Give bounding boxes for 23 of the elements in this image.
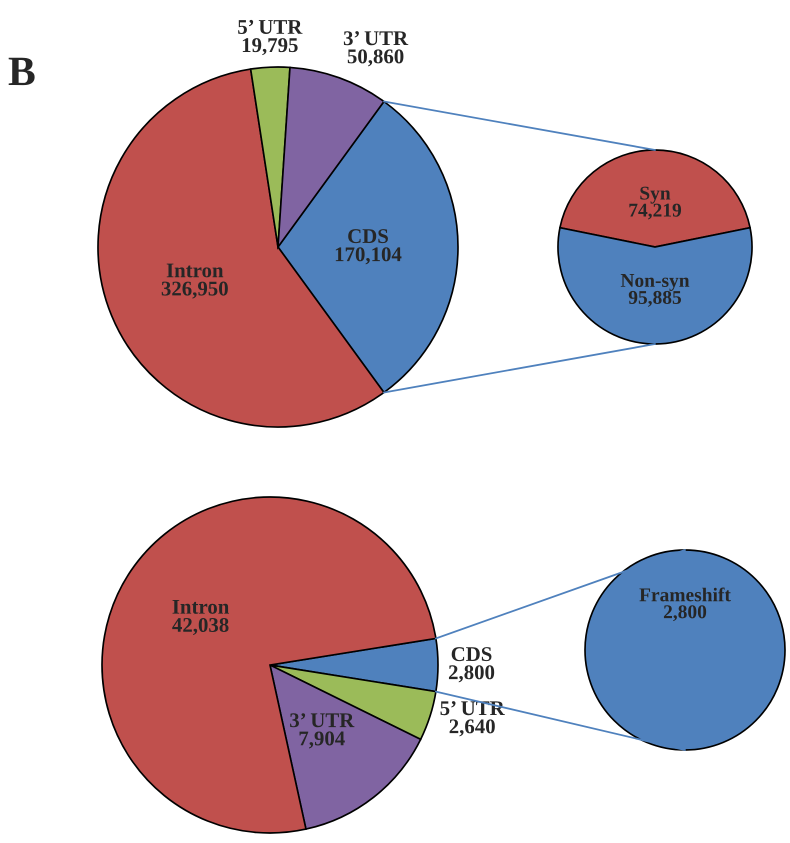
slice-label: Non-syn [620, 274, 690, 291]
data-label: 19,795 [242, 38, 298, 56]
data-label: 95,885 [628, 290, 682, 307]
data-label: 2,640 [450, 719, 495, 736]
slice-label: Frameshift [639, 588, 731, 602]
slice-label: 5’ UTR [238, 20, 302, 34]
slice-label: Syn [640, 186, 670, 204]
slice-label: 3’ UTR [290, 713, 354, 728]
data-label: 326,950 [162, 282, 228, 299]
data-label: 7,904 [300, 731, 345, 748]
text: B [8, 58, 35, 86]
slice-label: CDS [348, 229, 388, 244]
pie-slice [101, 496, 437, 834]
data-label: 170,104 [336, 247, 402, 264]
data-label: 74,219 [629, 204, 682, 220]
slice-label: Intron [166, 264, 224, 278]
slice-label: Intron [172, 600, 230, 614]
data-label: 2,800 [448, 665, 494, 682]
data-label: 2,800 [664, 605, 706, 622]
slice-label: 3’ UTR [344, 31, 408, 46]
data-label: 50,860 [348, 49, 404, 66]
slice-label: CDS [452, 647, 492, 662]
data-label: 42,038 [172, 618, 229, 636]
